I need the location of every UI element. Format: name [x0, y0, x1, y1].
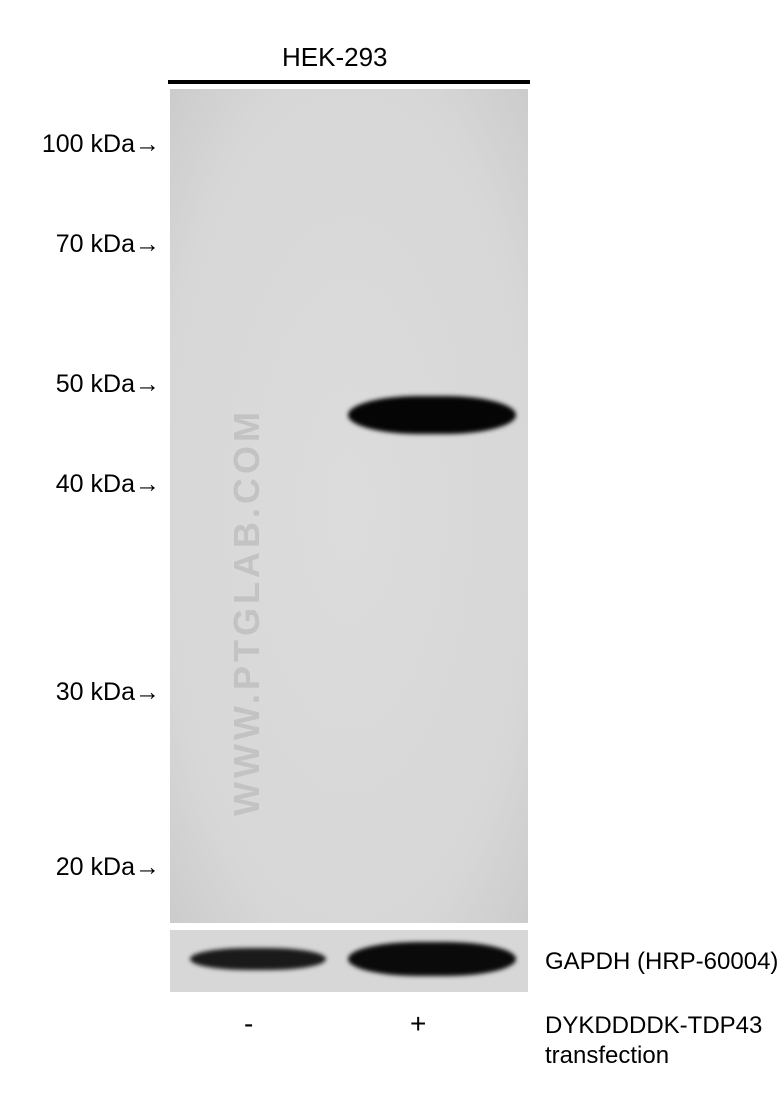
transfection-label-line1: DYKDDDDK-TDP43 [545, 1012, 762, 1040]
gapdh-label: GAPDH (HRP-60004) [545, 948, 778, 976]
gapdh-band-minus [190, 948, 326, 970]
title-underline [168, 80, 530, 84]
mw-marker: 100 kDa→ [42, 130, 160, 159]
gapdh-band-plus [348, 942, 516, 976]
lane-minus-sign: - [244, 1008, 253, 1040]
cell-line-title: HEK-293 [282, 42, 388, 73]
mw-marker: 40 kDa→ [56, 470, 160, 499]
western-blot-gapdh [170, 930, 528, 992]
transfection-label-line2: transfection [545, 1042, 669, 1070]
mw-marker: 50 kDa→ [56, 370, 160, 399]
mw-marker: 30 kDa→ [56, 678, 160, 707]
mw-marker: 20 kDa→ [56, 853, 160, 882]
mw-marker: 70 kDa→ [56, 230, 160, 259]
lane-plus-sign: + [410, 1008, 426, 1040]
figure-container: HEK-293 WWW.PTGLAB.COM 100 kDa→70 kDa→5 [0, 0, 783, 1093]
watermark-text: WWW.PTGLAB.COM [226, 408, 268, 816]
target-band [348, 396, 516, 434]
western-blot-main: WWW.PTGLAB.COM [170, 89, 528, 923]
blot-main-bg [170, 89, 528, 923]
